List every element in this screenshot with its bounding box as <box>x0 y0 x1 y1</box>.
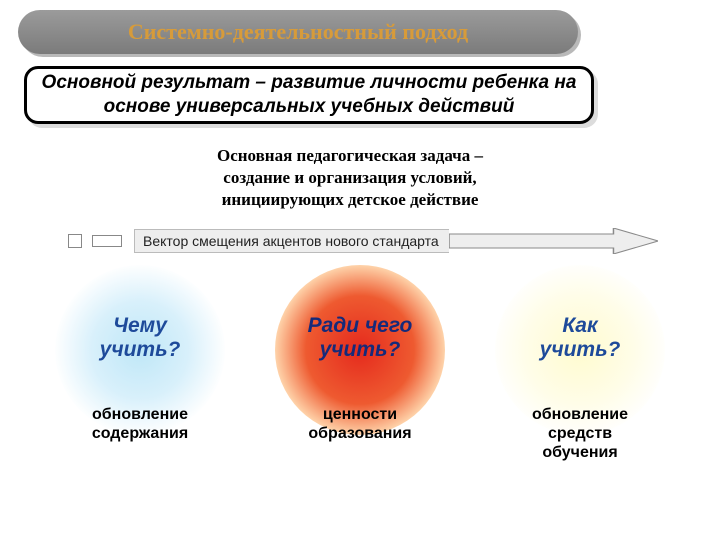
subtitle-1: обновление содержания <box>92 405 188 443</box>
task-line-3: инициирующих детское действие <box>160 189 540 211</box>
arrow-icon <box>449 228 658 254</box>
task-line-1: Основная педагогическая задача – <box>160 145 540 167</box>
question-2: Ради чего учить? <box>308 314 413 362</box>
result-box: Основной результат – развитие личности р… <box>24 66 594 124</box>
circles-row: Чему учить? обновление содержания Ради ч… <box>40 265 680 525</box>
title-pill: Системно-деятельностный подход <box>18 10 578 54</box>
task-line-2: создание и организация условий, <box>160 167 540 189</box>
question-1: Чему учить? <box>100 314 181 362</box>
vector-rect-icon <box>92 235 122 247</box>
vector-label: Вектор смещения акцентов нового стандарт… <box>134 229 449 253</box>
title-text: Системно-деятельностный подход <box>128 19 468 45</box>
circle-col-1: Чему учить? обновление содержания <box>40 265 240 525</box>
vector-square-icon <box>68 234 82 248</box>
circle-col-2: Ради чего учить? ценности образования <box>260 265 460 525</box>
subtitle-3: обновление средств обучения <box>532 405 628 463</box>
vector-row: Вектор смещения акцентов нового стандарт… <box>68 228 658 254</box>
question-3: Как учить? <box>540 314 621 362</box>
result-text: Основной результат – развитие личности р… <box>37 71 581 119</box>
subtitle-2: ценности образования <box>308 405 411 443</box>
result-box-wrap: Основной результат – развитие личности р… <box>24 66 594 124</box>
task-text: Основная педагогическая задача – создани… <box>160 145 540 211</box>
circle-col-3: Как учить? обновление средств обучения <box>480 265 680 525</box>
